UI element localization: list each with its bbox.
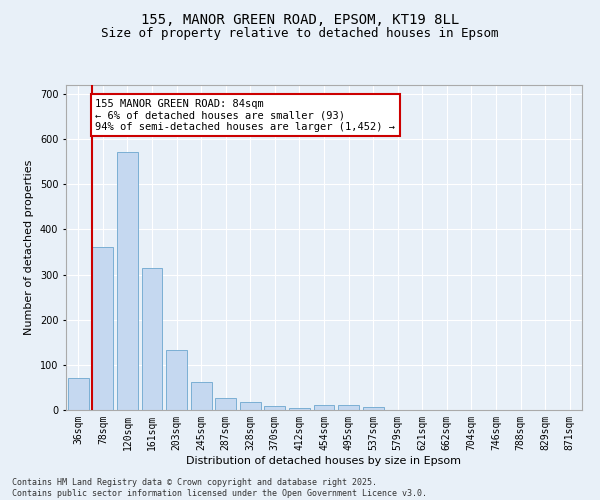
Text: 155, MANOR GREEN ROAD, EPSOM, KT19 8LL: 155, MANOR GREEN ROAD, EPSOM, KT19 8LL [141,12,459,26]
Bar [117,152,138,410]
Bar [265,406,286,410]
X-axis label: Distribution of detached houses by size in Epsom: Distribution of detached houses by size … [187,456,461,466]
Bar [166,350,187,410]
Bar [215,398,236,410]
Text: Contains HM Land Registry data © Crown copyright and database right 2025.
Contai: Contains HM Land Registry data © Crown c… [12,478,427,498]
Bar [338,405,359,410]
Bar [92,248,113,410]
Bar [142,268,163,410]
Bar [289,408,310,410]
Bar [68,378,89,410]
Text: 155 MANOR GREEN ROAD: 84sqm
← 6% of detached houses are smaller (93)
94% of semi: 155 MANOR GREEN ROAD: 84sqm ← 6% of deta… [95,98,395,132]
Bar [314,406,334,410]
Y-axis label: Number of detached properties: Number of detached properties [25,160,34,335]
Bar [191,382,212,410]
Bar [240,402,261,410]
Bar [362,408,383,410]
Text: Size of property relative to detached houses in Epsom: Size of property relative to detached ho… [101,28,499,40]
